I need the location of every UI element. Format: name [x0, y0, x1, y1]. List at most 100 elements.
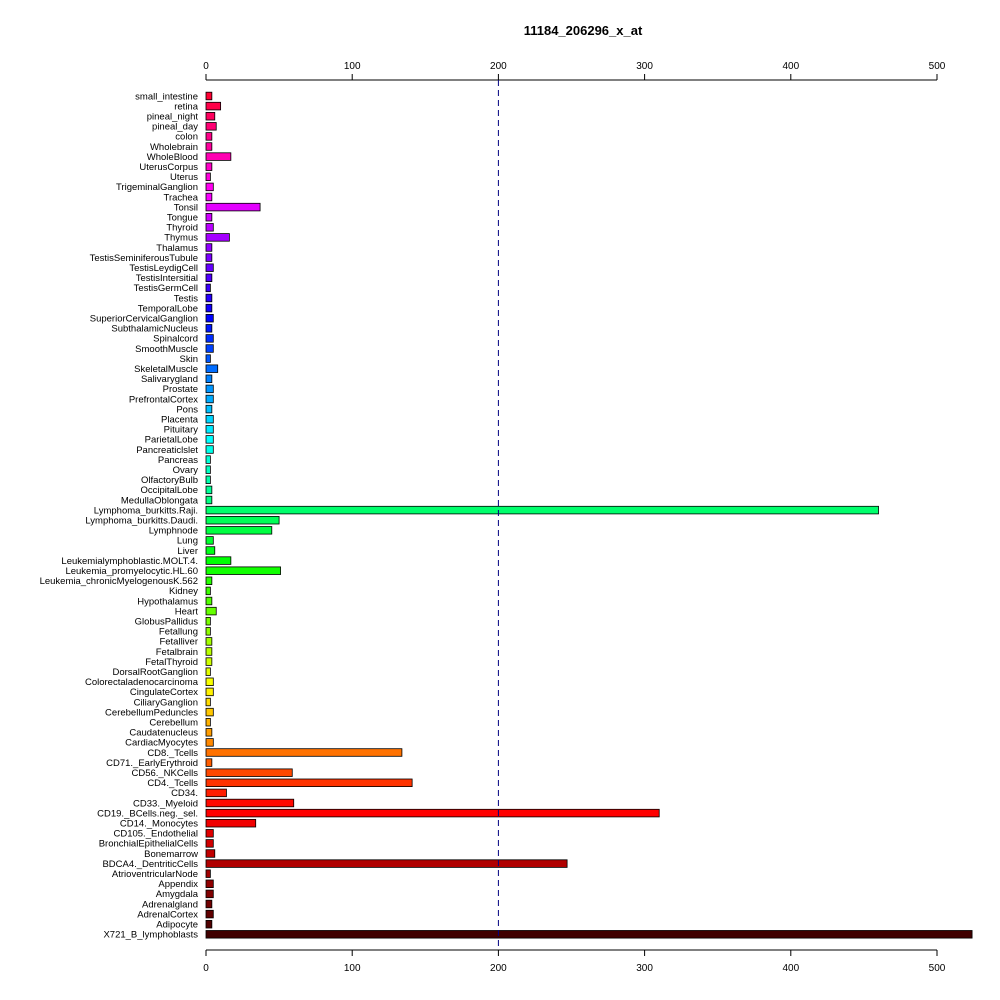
category-label: Leukemia_chronicMyelogenousK.562: [40, 576, 198, 587]
category-label: UterusCorpus: [139, 162, 198, 173]
category-label: CD14._Monocytes: [120, 819, 198, 830]
bar: [205, 283, 211, 293]
category-label: pineal_night: [147, 112, 199, 123]
bar: [205, 899, 213, 909]
category-label: Testis: [174, 293, 199, 304]
bar: [205, 889, 214, 899]
bar: [205, 233, 230, 242]
bar: [205, 313, 214, 323]
bar: [205, 364, 219, 373]
category-label: Lymphoma_burkitts.Raji.: [94, 505, 198, 516]
bar: [205, 849, 216, 858]
bar: [205, 707, 214, 717]
category-label: Fetalbrain: [156, 647, 198, 658]
category-labels: small_intestineretinapineal_nightpineal_…: [40, 91, 199, 940]
bar: [205, 839, 214, 848]
bar: [205, 819, 257, 828]
category-label: Lymphoma_burkitts.Daudi.: [85, 516, 198, 527]
category-label: ParietalLobe: [145, 435, 198, 446]
category-label: Appendix: [158, 879, 198, 890]
bar: [205, 243, 213, 252]
category-label: OlfactoryBulb: [141, 475, 198, 486]
bar: [205, 677, 214, 686]
category-label: Heart: [175, 606, 199, 617]
category-label: TestisGermCell: [134, 283, 198, 294]
bar: [205, 546, 216, 555]
category-label: Amygdala: [156, 889, 199, 900]
bar: [205, 334, 214, 343]
category-label: TrigeminalGanglion: [116, 182, 198, 193]
tick-label: 500: [929, 963, 946, 974]
bar: [205, 909, 214, 919]
tick-label: 400: [782, 963, 799, 974]
category-label: Wholebrain: [150, 142, 198, 153]
category-label: Salivarygland: [141, 374, 198, 385]
tick-label: 100: [344, 61, 361, 72]
category-label: pineal_day: [152, 122, 198, 133]
bar: [205, 748, 403, 757]
category-label: colon: [175, 132, 198, 143]
bar: [205, 182, 214, 192]
bar: [205, 303, 213, 313]
category-label: Placenta: [161, 415, 199, 426]
category-label: Caudatenucleus: [129, 728, 198, 739]
category-label: TestisSeminiferousTubule: [90, 253, 198, 264]
bar: [205, 920, 213, 929]
bar: [205, 617, 211, 626]
bar: [205, 152, 232, 161]
category-label: Prostate: [163, 384, 198, 395]
category-label: CiliaryGanglion: [134, 697, 198, 708]
bar: [205, 768, 293, 777]
category-label: Tonsil: [174, 202, 198, 213]
category-label: SuperiorCervicalGanglion: [90, 314, 198, 325]
bar: [205, 930, 973, 939]
bar: [205, 637, 213, 646]
category-label: Thyroid: [166, 223, 198, 234]
bar: [205, 738, 214, 747]
category-label: FetalThyroid: [145, 657, 198, 668]
bar: [205, 324, 213, 333]
tick-label: 200: [490, 61, 507, 72]
bar: [205, 879, 214, 888]
bar: [205, 566, 281, 575]
bar: [205, 808, 660, 818]
category-label: Skin: [180, 354, 198, 365]
bar: [205, 536, 214, 545]
category-label: BronchialEpithelialCells: [99, 839, 199, 850]
category-label: AtrioventricularNode: [112, 869, 198, 880]
bar: [205, 142, 213, 151]
bar: [205, 394, 214, 404]
bar: [205, 384, 214, 394]
category-label: DorsalRootGanglion: [112, 667, 198, 678]
category-label: SmoothMuscle: [135, 344, 198, 355]
category-label: Pons: [176, 404, 198, 415]
category-label: SkeletalMuscle: [134, 364, 198, 375]
bar: [205, 718, 211, 727]
bar: [205, 253, 213, 262]
bar: [205, 526, 273, 535]
category-label: CerebellumPeduncles: [105, 707, 198, 718]
category-label: Cerebellum: [149, 718, 198, 729]
category-label: Uterus: [170, 172, 198, 183]
bar: [205, 495, 213, 505]
bar: [205, 212, 213, 222]
category-label: Hypothalamus: [137, 596, 198, 607]
category-label: Trachea: [164, 192, 199, 203]
category-label: Pancreaticlslet: [136, 445, 198, 456]
bar: [205, 697, 211, 707]
category-label: PrefrontalCortex: [129, 394, 198, 405]
bar: [205, 273, 213, 282]
category-label: X721_B_lymphoblasts: [103, 930, 198, 941]
bar: [205, 425, 214, 434]
bar: [205, 162, 213, 171]
category-label: TestisIntersitial: [136, 273, 198, 284]
category-label: AdrenalCortex: [137, 909, 198, 920]
category-label: GlobusPallidus: [135, 617, 199, 628]
category-label: Adipocyte: [156, 920, 198, 931]
bar: [205, 263, 214, 272]
bar: [205, 829, 214, 838]
category-label: Leukemia_promyelocytic.HL.60: [65, 566, 198, 577]
category-label: Tongue: [167, 213, 198, 224]
category-label: Spinalcord: [153, 334, 198, 345]
bar: [205, 586, 211, 596]
